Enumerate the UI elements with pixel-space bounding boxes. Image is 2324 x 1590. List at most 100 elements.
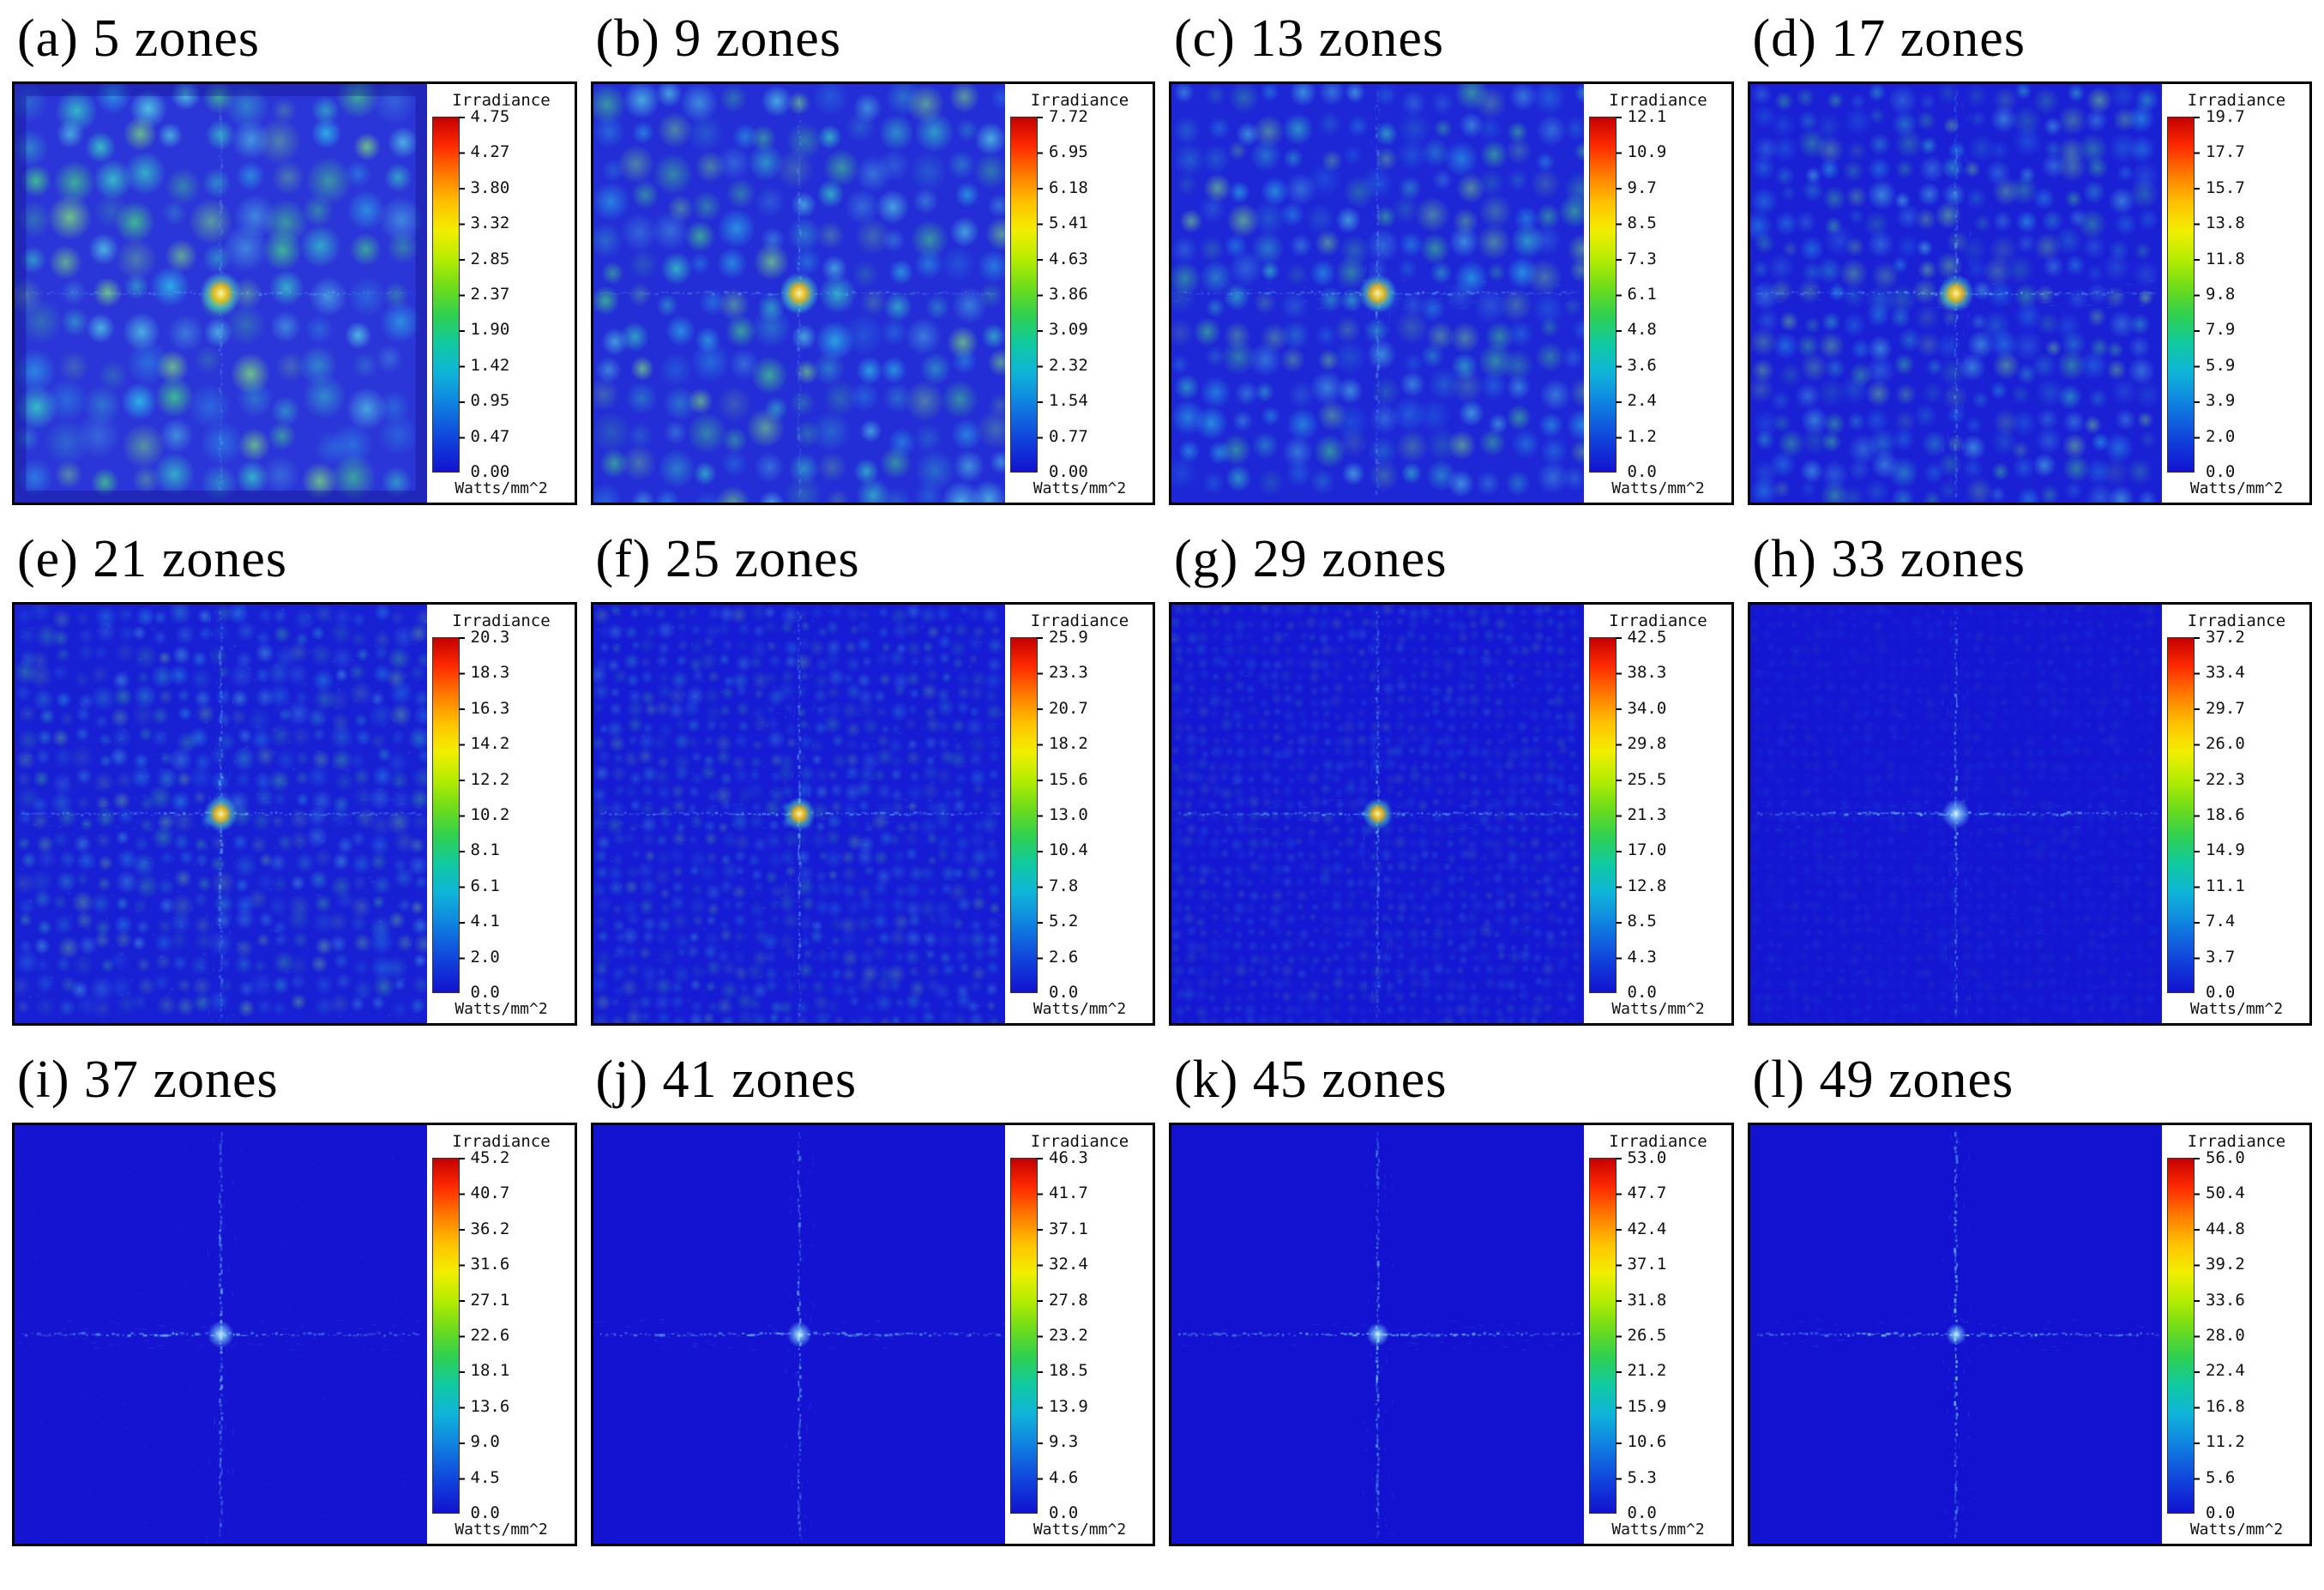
tick-label: 39.2	[2206, 1255, 2245, 1274]
colorbar-unit: Watts/mm^2	[2189, 1000, 2284, 1018]
tick-label: 0.0	[1627, 461, 1657, 481]
panel-title: (e) 21 zones	[17, 530, 287, 588]
colorbar-scale: 12.1 10.9 9.7 8.5 7.3 6.1 4.8 3.6 2.4 1.2 0.0	[1588, 109, 1728, 479]
colorbar-tickmarks	[2194, 637, 2200, 993]
colorbar-unit: Watts/mm^2	[2189, 1521, 2284, 1539]
tick-label: 4.27	[470, 142, 510, 162]
panel-title: (f) 25 zones	[595, 530, 860, 588]
tick-label: 7.9	[2206, 320, 2236, 340]
colorbar-ticks: 25.9 23.3 20.7 18.2 15.6 13.0 10.4 7.8 5.2 2.6 0.0	[1043, 629, 1149, 1001]
tick-label: 4.63	[1049, 249, 1088, 268]
colorbar-ticks: 56.0 50.4 44.8 39.2 33.6 28.0 22.4 16.8 11.2 5.6 0…	[2200, 1150, 2306, 1521]
colorbar-unit: Watts/mm^2	[455, 479, 548, 497]
tick-label: 31.6	[470, 1255, 510, 1274]
colorbar-title: Irradiance	[452, 1132, 551, 1151]
colorbar: Irradiance 37.2 33.4 29.7 26.0 22.3 18.6 14.9 1…	[2162, 605, 2309, 1023]
colorbar-ticks: 46.3 41.7 37.1 32.4 27.8 23.2 18.5 13.9 9.3 4.6 0.…	[1043, 1150, 1149, 1521]
colorbar-unit: Watts/mm^2	[1611, 1000, 1705, 1018]
tick-label: 6.1	[470, 876, 500, 895]
panel-title: (a) 5 zones	[17, 9, 260, 68]
tick-label: 22.6	[470, 1325, 510, 1345]
tick-label: 8.5	[1627, 912, 1657, 931]
tick-label: 26.0	[2206, 734, 2245, 754]
colorbar: Irradiance 46.3 41.7 37.1 32.4 27.8 23.2 18.5 1…	[1005, 1125, 1153, 1544]
tick-label: 36.2	[470, 1219, 510, 1238]
tick-label: 13.8	[2206, 214, 2245, 233]
panel-title: (d) 17 zones	[1752, 9, 2026, 68]
irradiance-heatmap	[1749, 1125, 2162, 1544]
colorbar-tickmarks	[458, 117, 465, 473]
panel-box: Irradiance 53.0 47.7 42.4 37.1 31.8 26.5 21.2 1…	[1169, 1123, 1734, 1546]
tick-label: 18.6	[2206, 804, 2245, 824]
tick-label: 2.85	[470, 249, 510, 268]
panel-box: Irradiance 37.2 33.4 29.7 26.0 22.3 18.6 14.9 1…	[1747, 602, 2312, 1026]
panel-box: Irradiance 25.9 23.3 20.7 18.2 15.6 13.0 10.4 7…	[590, 602, 1155, 1026]
tick-label: 34.0	[1627, 698, 1667, 718]
tick-label: 5.41	[1049, 214, 1088, 233]
colorbar: Irradiance 25.9 23.3 20.7 18.2 15.6 13.0 10.4 7…	[1005, 605, 1153, 1023]
tick-label: 28.0	[2206, 1325, 2245, 1345]
panel-box: Irradiance 12.1 10.9 9.7 8.5 7.3 6.1 4.8 3.6 2.4…	[1169, 81, 1734, 505]
tick-label: 10.4	[1049, 840, 1088, 860]
tick-label: 11.8	[2206, 249, 2245, 268]
tick-label: 15.9	[1627, 1396, 1667, 1416]
colorbar-title: Irradiance	[1030, 91, 1129, 110]
tick-label: 7.8	[1049, 876, 1079, 895]
tick-label: 22.4	[2206, 1361, 2245, 1381]
tick-label: 37.1	[1049, 1219, 1088, 1238]
panel-cell: (h) 33 zones Irradiance 37.2 33.4 29.7 26.0…	[1747, 526, 2312, 1026]
tick-label: 25.9	[1049, 628, 1088, 647]
tick-label: 5.3	[1627, 1467, 1657, 1487]
colorbar-unit: Watts/mm^2	[1033, 479, 1127, 497]
colorbar-scale: 25.9 23.3 20.7 18.2 15.6 13.0 10.4 7.8 5.2 2.6 0.0	[1010, 629, 1149, 1000]
colorbar-gradient	[1588, 637, 1617, 993]
irradiance-heatmap	[593, 605, 1005, 1023]
panel-title: (b) 9 zones	[595, 9, 841, 68]
colorbar-unit: Watts/mm^2	[1033, 1521, 1127, 1539]
colorbar-tickmarks	[1615, 1158, 1622, 1514]
tick-label: 15.6	[1049, 769, 1088, 789]
colorbar-tickmarks	[1615, 637, 1622, 993]
tick-label: 33.4	[2206, 663, 2245, 683]
colorbar-scale: 7.72 6.95 6.18 5.41 4.63 3.86 3.09 2.32 1.54 0.77…	[1010, 109, 1149, 479]
tick-label: 0.00	[1049, 461, 1088, 481]
colorbar-scale: 53.0 47.7 42.4 37.1 31.8 26.5 21.2 15.9 10.6 5.3 0…	[1588, 1150, 1728, 1521]
tick-label: 3.80	[470, 178, 510, 197]
panel-box: Irradiance 42.5 38.3 34.0 29.8 25.5 21.3 17.0 1…	[1169, 602, 1734, 1026]
tick-label: 45.2	[470, 1148, 510, 1167]
tick-label: 1.2	[1627, 426, 1657, 446]
tick-label: 8.5	[1627, 214, 1657, 233]
colorbar-ticks: 20.3 18.3 16.3 14.2 12.2 10.2 8.1 6.1 4.1 2.0 0.0	[465, 629, 571, 1001]
tick-label: 14.9	[2206, 840, 2245, 860]
tick-label: 4.3	[1627, 947, 1657, 967]
colorbar-gradient	[2167, 637, 2195, 993]
tick-label: 2.0	[2206, 426, 2236, 446]
colorbar-gradient	[2167, 1158, 2195, 1514]
tick-label: 12.2	[470, 769, 510, 789]
colorbar-title: Irradiance	[1030, 1132, 1129, 1151]
tick-label: 0.0	[1049, 1503, 1079, 1522]
tick-label: 6.95	[1049, 142, 1088, 162]
irradiance-heatmap	[15, 84, 427, 503]
tick-label: 33.6	[2206, 1290, 2245, 1310]
tick-label: 21.2	[1627, 1361, 1667, 1381]
tick-label: 6.1	[1627, 284, 1657, 304]
panel-box: Irradiance 7.72 6.95 6.18 5.41 4.63 3.86 3.09 2…	[590, 81, 1155, 505]
colorbar-unit: Watts/mm^2	[455, 1521, 548, 1539]
colorbar-title: Irradiance	[452, 611, 551, 630]
tick-label: 0.95	[470, 391, 510, 411]
irradiance-heatmap	[1171, 1125, 1584, 1544]
tick-label: 46.3	[1049, 1148, 1088, 1167]
colorbar-ticks: 53.0 47.7 42.4 37.1 31.8 26.5 21.2 15.9 10.6 5.3 0…	[1622, 1150, 1728, 1521]
tick-label: 2.37	[470, 284, 510, 304]
irradiance-heatmap	[1749, 84, 2162, 503]
tick-label: 10.6	[1627, 1432, 1667, 1452]
tick-label: 37.2	[2206, 628, 2245, 647]
colorbar-title: Irradiance	[1609, 1132, 1707, 1151]
panel-cell: (a) 5 zones Irradiance 4.75 4.27 3.80 3.32 2…	[12, 5, 577, 505]
tick-label: 5.2	[1049, 912, 1079, 931]
colorbar-gradient	[1010, 117, 1038, 473]
tick-label: 18.5	[1049, 1361, 1088, 1381]
tick-label: 3.7	[2206, 947, 2236, 967]
tick-label: 0.0	[2206, 982, 2236, 1002]
